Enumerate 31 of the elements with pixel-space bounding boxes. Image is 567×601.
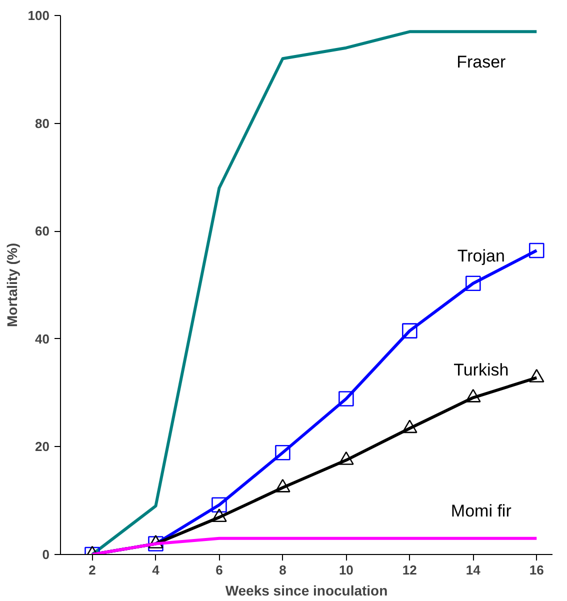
series-label: Trojan	[457, 246, 505, 266]
x-tick-label: 2	[88, 562, 96, 578]
y-tick-label: 100	[28, 8, 50, 23]
point	[465, 276, 481, 292]
y-tick-label: 20	[35, 439, 50, 454]
x-tick-label: 16	[529, 562, 544, 578]
point	[402, 420, 418, 434]
y-tick-label: 40	[35, 331, 50, 346]
y-tick-label: 80	[35, 116, 50, 131]
x-tick-label: 6	[216, 562, 223, 578]
x-tick-label: 12	[402, 562, 417, 578]
point	[465, 388, 481, 402]
point	[338, 451, 354, 465]
point	[275, 478, 290, 492]
point	[528, 242, 544, 258]
x-tick-label: 4	[152, 562, 160, 578]
y-tick-label: 0	[42, 547, 50, 562]
series-label: Fraser	[456, 52, 506, 72]
point	[148, 534, 164, 548]
series-label: Turkish	[454, 360, 509, 380]
point	[402, 323, 418, 338]
point	[338, 391, 354, 406]
y-tick-label: 60	[35, 224, 50, 239]
series-label: Momi fir	[450, 501, 512, 520]
x-tick-label: 14	[466, 562, 482, 578]
point	[528, 368, 544, 382]
x-tick-label: 10	[338, 562, 354, 578]
x-tick-label: 8	[279, 562, 286, 578]
y-axis-title: Mortality (%)	[4, 243, 20, 327]
point	[212, 508, 227, 522]
x-axis-title: Weeks since inoculation	[225, 582, 388, 598]
